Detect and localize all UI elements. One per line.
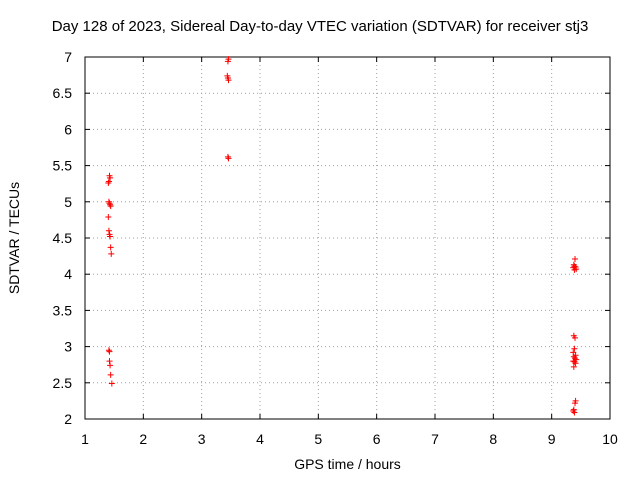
- data-point: [572, 255, 578, 262]
- y-tick-label: 5.5: [53, 158, 73, 174]
- data-point: [105, 227, 112, 234]
- y-tick-label: 3: [64, 339, 72, 355]
- chart-title: Day 128 of 2023, Sidereal Day-to-day VTE…: [51, 18, 589, 35]
- data-point: [105, 179, 112, 186]
- data-point: [224, 58, 231, 65]
- data-point: [107, 371, 114, 378]
- data-point: [107, 362, 114, 369]
- data-point: [570, 406, 577, 413]
- data-point: [572, 334, 578, 341]
- y-tick-label: 4.5: [53, 230, 73, 246]
- y-tick-label: 2.5: [53, 375, 73, 391]
- data-point: [107, 203, 114, 210]
- y-axis: 2 2.5 3 3.5 4 4.5 5 5.5 6 6.5 7: [53, 49, 610, 427]
- data-point: [107, 233, 114, 240]
- x-tick-label: 1: [81, 431, 89, 447]
- x-tick-label: 4: [256, 431, 264, 447]
- x-tick-label: 10: [602, 431, 618, 447]
- x-tick-label: 5: [314, 431, 322, 447]
- data-point: [225, 77, 232, 84]
- plot-frame: [84, 56, 611, 420]
- data-point: [107, 244, 114, 251]
- y-axis-label: SDTVAR / TECUs: [6, 181, 22, 295]
- y-tick-label: 3.5: [53, 302, 73, 318]
- data-point: [108, 250, 115, 257]
- data-point: [107, 174, 114, 181]
- data-point: [572, 400, 578, 407]
- data-point: [225, 155, 232, 162]
- x-axis-label: GPS time / hours: [294, 456, 401, 472]
- y-tick-label: 6.5: [53, 85, 73, 101]
- x-axis: 1 2 3 4 5 6 7 8 9 10: [81, 57, 618, 447]
- x-tick-label: 7: [431, 431, 439, 447]
- y-tick-label: 2: [64, 411, 72, 427]
- data-point: [570, 408, 577, 415]
- data-point: [105, 347, 112, 354]
- y-tick-label: 7: [64, 49, 72, 65]
- data-point: [105, 214, 112, 221]
- data-point: [572, 360, 579, 367]
- data-point: [571, 266, 578, 273]
- data-point: [106, 200, 113, 207]
- data-point: [571, 358, 578, 365]
- data-points: [105, 56, 580, 416]
- data-point: [571, 345, 578, 352]
- x-tick-label: 6: [373, 431, 381, 447]
- data-point: [106, 348, 113, 355]
- data-point: [105, 198, 112, 205]
- x-tick-label: 9: [548, 431, 556, 447]
- x-tick-label: 8: [489, 431, 497, 447]
- x-tick-label: 2: [139, 431, 147, 447]
- data-point: [571, 409, 578, 416]
- y-tick-label: 4: [64, 266, 72, 282]
- data-point: [570, 363, 577, 370]
- data-point: [108, 380, 115, 387]
- data-point: [224, 153, 231, 160]
- y-tick-label: 6: [64, 121, 72, 137]
- y-tick-label: 5: [64, 194, 72, 210]
- data-point: [105, 178, 112, 185]
- data-point: [106, 358, 113, 365]
- grid-lines: [85, 57, 610, 419]
- data-point: [107, 201, 114, 208]
- x-tick-label: 3: [198, 431, 206, 447]
